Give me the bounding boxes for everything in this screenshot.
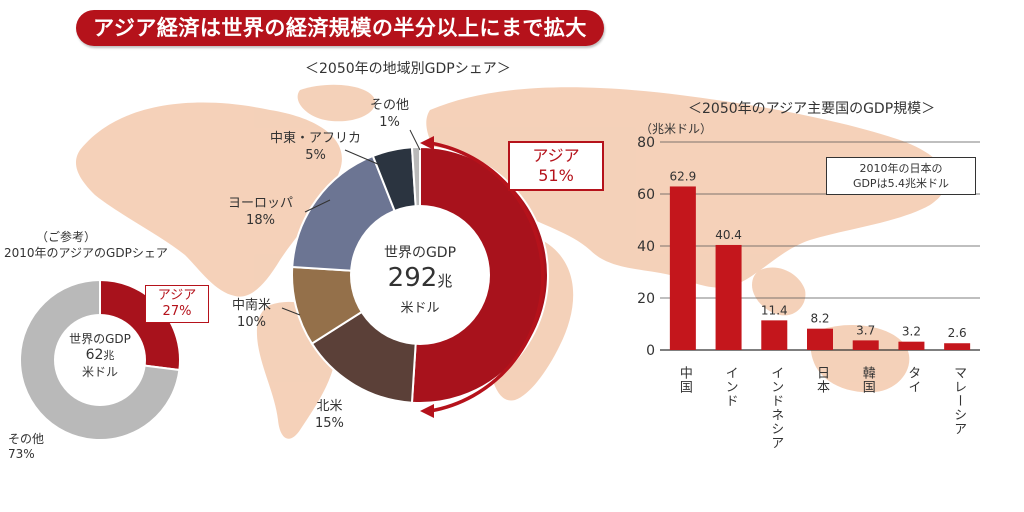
- japan-2010-note: 2010年の日本の GDPは5.4兆米ドル: [826, 157, 976, 195]
- bar-value-label-3: 8.2: [810, 312, 829, 326]
- y-tick-label-60: 60: [637, 187, 655, 203]
- small-asia-callout-name: アジア: [157, 288, 197, 303]
- bar-value-label-4: 3.7: [856, 323, 875, 337]
- asia-callout-value: 51%: [538, 166, 574, 185]
- leader-others: [409, 129, 421, 151]
- small-donut-hole: [54, 314, 146, 406]
- japan-note-line2: GDPは5.4兆米ドル: [852, 177, 950, 190]
- main-donut-center: 世界のGDP 292兆 米ドル: [368, 242, 472, 316]
- y-tick-label-0: 0: [646, 343, 655, 359]
- leader-europe: [304, 199, 331, 213]
- main-center-value: 292兆: [368, 262, 472, 297]
- label-others: その他 1%: [370, 97, 409, 131]
- small-center-value: 62兆: [50, 347, 150, 363]
- label-latin-america: 中南米 10%: [232, 297, 271, 331]
- map-greenland: [297, 84, 376, 122]
- bar-chart: 0 20 40 60 80 62.9 40.4 11.4 8.2 3.7 3.2 2.6: [637, 135, 980, 359]
- y-tick-label-20: 20: [637, 291, 655, 307]
- small-label-others-name: その他: [8, 432, 45, 446]
- x-category-label-1: インド: [722, 366, 738, 408]
- y-tick-label-40: 40: [637, 239, 655, 255]
- bar-value-label-2: 11.4: [761, 303, 788, 317]
- main-center-unit: 兆: [437, 272, 453, 290]
- small-center-line3: 米ドル: [81, 365, 118, 379]
- bar-4: [852, 340, 879, 350]
- leader-latin: [281, 307, 301, 316]
- small-center-unit: 兆: [103, 349, 115, 362]
- bar-value-label-0: 62.9: [669, 169, 696, 183]
- small-center-line1: 世界のGDP: [69, 332, 131, 346]
- asia-arrow-head-top: [420, 136, 434, 150]
- asia-arrow-head-bottom: [420, 404, 434, 418]
- bar-value-label-6: 2.6: [948, 326, 967, 340]
- bar-0: [669, 186, 696, 350]
- bar-value-label-1: 40.4: [715, 228, 742, 242]
- x-category-label-5: タイ: [905, 366, 921, 394]
- y-tick-label-80: 80: [637, 135, 655, 151]
- main-donut-chart: [291, 136, 549, 418]
- japan-note-line1: 2010年の日本の: [859, 162, 943, 175]
- headline-banner: アジア経済は世界の経済規模の半分以上にまで拡大: [76, 10, 604, 46]
- small-label-others: その他 73%: [8, 432, 44, 462]
- x-category-label-2: インドネシア: [768, 366, 784, 450]
- label-others-value: 1%: [379, 115, 400, 130]
- bar-6: [944, 343, 971, 350]
- label-mideast-africa: 中東・アフリカ 5%: [270, 130, 361, 164]
- label-europe-value: 18%: [246, 213, 275, 228]
- label-mideast-africa-name: 中東・アフリカ: [270, 131, 362, 146]
- map-north-america: [75, 102, 342, 297]
- label-latin-america-name: 中南米: [232, 298, 272, 313]
- bar-chart-ylabel: （兆米ドル）: [640, 122, 713, 136]
- small-donut-title: 2010年のアジアのGDPシェア: [4, 246, 168, 260]
- x-category-label-0: 中国: [676, 366, 692, 394]
- label-others-name: その他: [370, 98, 410, 113]
- label-north-america-name: 北米: [316, 399, 343, 414]
- small-donut-note: （ご参考）: [36, 230, 97, 244]
- x-category-label-3: 日本: [814, 366, 829, 394]
- main-center-number: 292: [387, 263, 438, 293]
- asia-arrow-arc: [429, 141, 545, 413]
- main-donut-title: ＜2050年の地域別GDPシェア＞: [305, 61, 511, 77]
- asia-callout: アジア 51%: [508, 141, 604, 191]
- map-australia: [810, 325, 910, 393]
- main-donut-hole: [350, 205, 490, 345]
- bar-chart-title: ＜2050年のアジア主要国のGDP規模＞: [688, 101, 936, 117]
- small-donut-chart: [19, 278, 181, 441]
- map-southeast-asia: [752, 267, 806, 316]
- bar-2: [761, 320, 788, 350]
- asia-callout-name: アジア: [532, 146, 580, 165]
- main-center-line1: 世界のGDP: [383, 245, 457, 261]
- label-latin-america-value: 10%: [237, 315, 266, 330]
- small-label-others-value: 73%: [8, 447, 35, 461]
- label-north-america: 北米 15%: [315, 398, 344, 432]
- bar-5: [898, 341, 925, 350]
- label-europe: ヨーロッパ 18%: [228, 195, 293, 229]
- x-category-label-4: 韓国: [859, 366, 875, 394]
- small-asia-callout: アジア 27%: [145, 285, 209, 323]
- label-europe-name: ヨーロッパ: [228, 196, 294, 211]
- x-category-label-6: マレーシア: [951, 366, 967, 436]
- main-center-line3: 米ドル: [400, 301, 440, 316]
- bar-1: [715, 244, 742, 350]
- small-donut-center: 世界のGDP 62兆 米ドル: [50, 330, 150, 380]
- label-mideast-africa-value: 5%: [305, 148, 326, 163]
- small-center-number: 62: [85, 347, 104, 363]
- small-asia-callout-value: 27%: [162, 304, 192, 319]
- bar-3: [807, 328, 833, 350]
- label-north-america-value: 15%: [315, 416, 344, 431]
- leader-mideast: [344, 149, 381, 166]
- bar-value-label-5: 3.2: [902, 325, 921, 339]
